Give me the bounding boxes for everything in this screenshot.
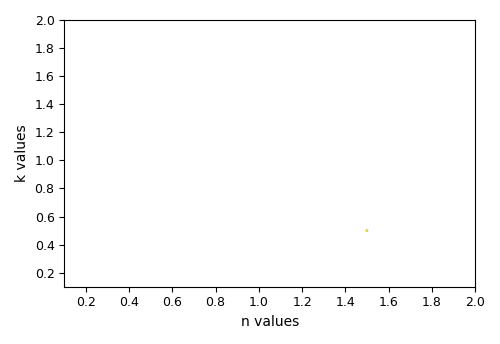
Y-axis label: k values: k values (15, 125, 29, 182)
X-axis label: n values: n values (240, 315, 299, 329)
